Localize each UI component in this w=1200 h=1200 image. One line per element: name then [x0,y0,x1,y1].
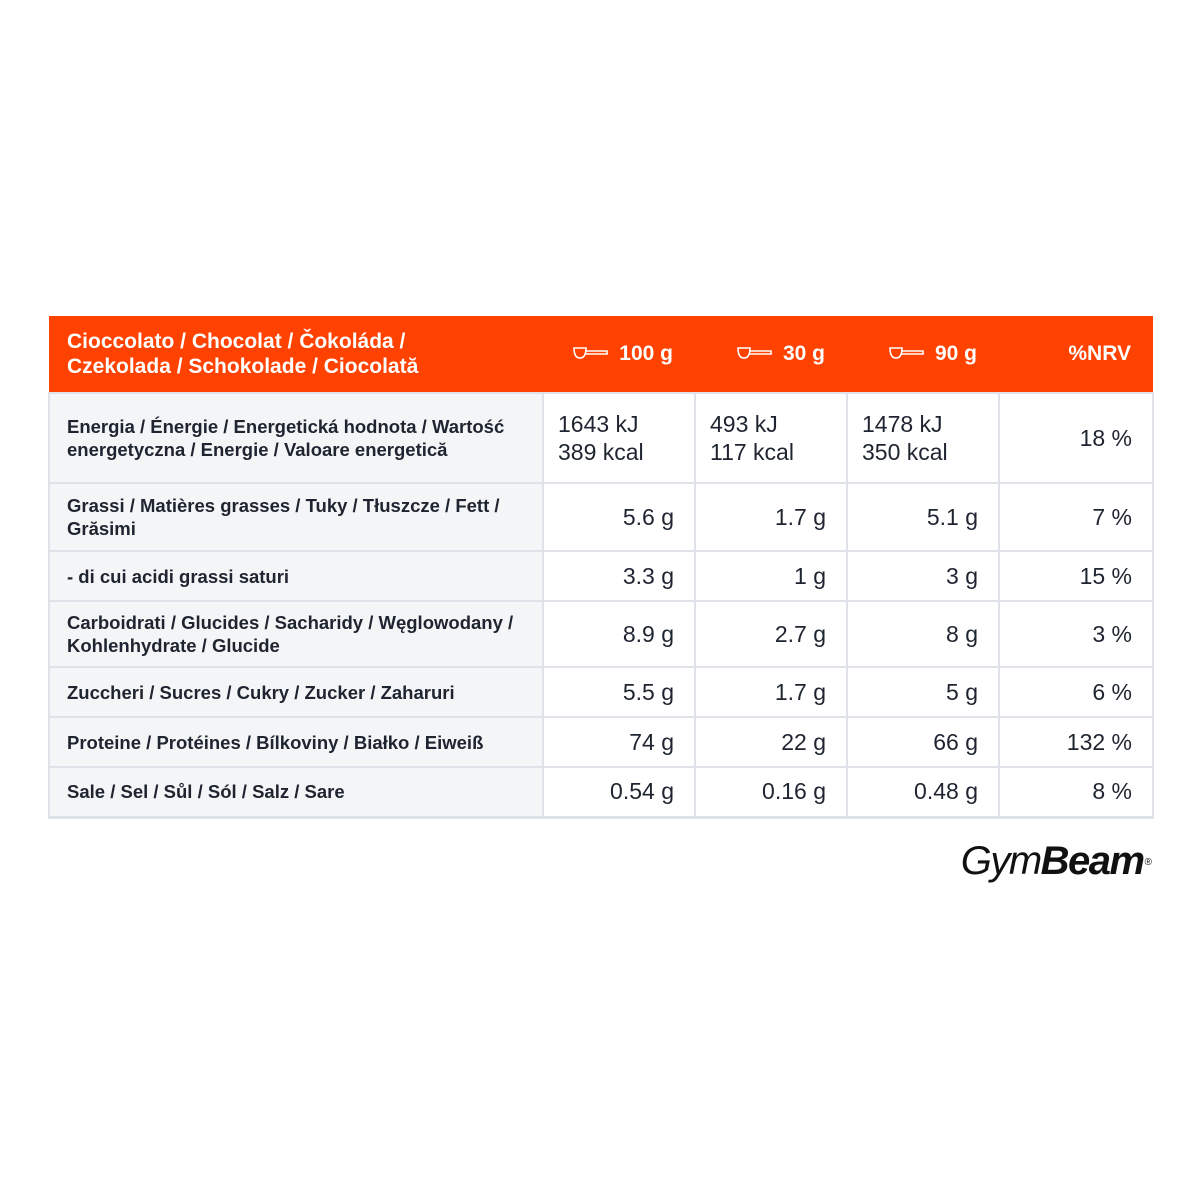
col-nrv-header: %NRV [999,316,1153,393]
value-90g: 8 g [846,600,1000,668]
value-100g: 0.54 g [542,766,696,819]
value-nrv: 132 % [998,716,1154,768]
nutrition-table: Cioccolato / Chocolat / Čokoláda / Czeko… [48,316,1154,819]
nutrient-name: Energia / Énergie / Energetická hodnota … [48,392,544,484]
value-90g: 5.1 g [846,482,1000,552]
col-nrv-label: %NRV [1068,342,1131,365]
col-100g-header: 100 g [543,316,695,393]
value-100g: 74 g [542,716,696,768]
value-nrv: 6 % [998,666,1154,718]
scoop-icon [573,347,609,360]
table-header-row: Cioccolato / Chocolat / Čokoláda / Czeko… [49,316,1153,393]
logo-gym-text: Gym [960,839,1042,883]
logo-beam-text: Beam [1040,839,1145,883]
table-row: Proteine / Protéines / Bílkoviny / Białk… [48,716,1154,768]
value-100g: 3.3 g [542,550,696,602]
nutrient-name: Sale / Sel / Sůl / Sól / Salz / Sare [48,766,544,819]
table-row: - di cui acidi grassi saturi 3.3 g 1 g 3… [48,550,1154,602]
product-name-line1: Cioccolato / Chocolat / Čokoláda / [67,330,406,353]
energy-100g-kj: 1643 kJ [558,411,639,437]
table-row: Carboidrati / Glucides / Sacharidy / Węg… [48,600,1154,668]
value-30g: 1.7 g [694,666,848,718]
energy-nrv: 18 % [998,392,1154,484]
product-name-line2: Czekolada / Schokolade / Ciocolată [67,355,419,378]
table-row: Zuccheri / Sucres / Cukry / Zucker / Zah… [48,666,1154,718]
value-nrv: 15 % [998,550,1154,602]
value-30g: 1.7 g [694,482,848,552]
value-100g: 5.6 g [542,482,696,552]
value-30g: 1 g [694,550,848,602]
energy-90g-kj: 1478 kJ [862,411,943,437]
energy-100g-cell: 1643 kJ 389 kcal [542,392,696,484]
value-nrv: 3 % [998,600,1154,668]
product-name-header: Cioccolato / Chocolat / Čokoláda / Czeko… [49,316,543,393]
nutrient-name: Proteine / Protéines / Bílkoviny / Białk… [48,716,544,768]
energy-30g-cell: 493 kJ 117 kcal [694,392,848,484]
energy-100g-kcal: 389 kcal [558,439,644,465]
energy-30g-kcal: 117 kcal [710,439,794,465]
value-30g: 2.7 g [694,600,848,668]
col-90g-header: 90 g [847,316,999,393]
value-90g: 0.48 g [846,766,1000,819]
value-100g: 8.9 g [542,600,696,668]
table-row: Sale / Sel / Sůl / Sól / Salz / Sare 0.5… [48,766,1154,819]
col-100g-label: 100 g [619,342,673,365]
nutrient-name: - di cui acidi grassi saturi [48,550,544,602]
registered-mark: ® [1144,857,1152,868]
col-30g-label: 30 g [782,342,825,365]
value-30g: 22 g [694,716,848,768]
gymbeam-logo: GymBeam® [961,838,1152,884]
value-90g: 66 g [846,716,1000,768]
nutrient-name: Grassi / Matières grasses / Tuky / Tłusz… [48,482,544,552]
energy-30g-kj: 493 kJ [710,411,778,437]
nutrient-name: Zuccheri / Sucres / Cukry / Zucker / Zah… [48,666,544,718]
scoop-icon [889,347,924,360]
value-nrv: 8 % [998,766,1154,819]
table-row-energy: Energia / Énergie / Energetická hodnota … [48,392,1154,484]
scoop-icon [737,347,772,360]
value-90g: 3 g [846,550,1000,602]
energy-90g-cell: 1478 kJ 350 kcal [846,392,1000,484]
table-row: Grassi / Matières grasses / Tuky / Tłusz… [48,482,1154,552]
col-90g-label: 90 g [934,342,977,365]
value-30g: 0.16 g [694,766,848,819]
nutrient-name: Carboidrati / Glucides / Sacharidy / Węg… [48,600,544,668]
value-100g: 5.5 g [542,666,696,718]
energy-90g-kcal: 350 kcal [862,439,948,465]
value-90g: 5 g [846,666,1000,718]
value-nrv: 7 % [998,482,1154,552]
col-30g-header: 30 g [695,316,847,393]
